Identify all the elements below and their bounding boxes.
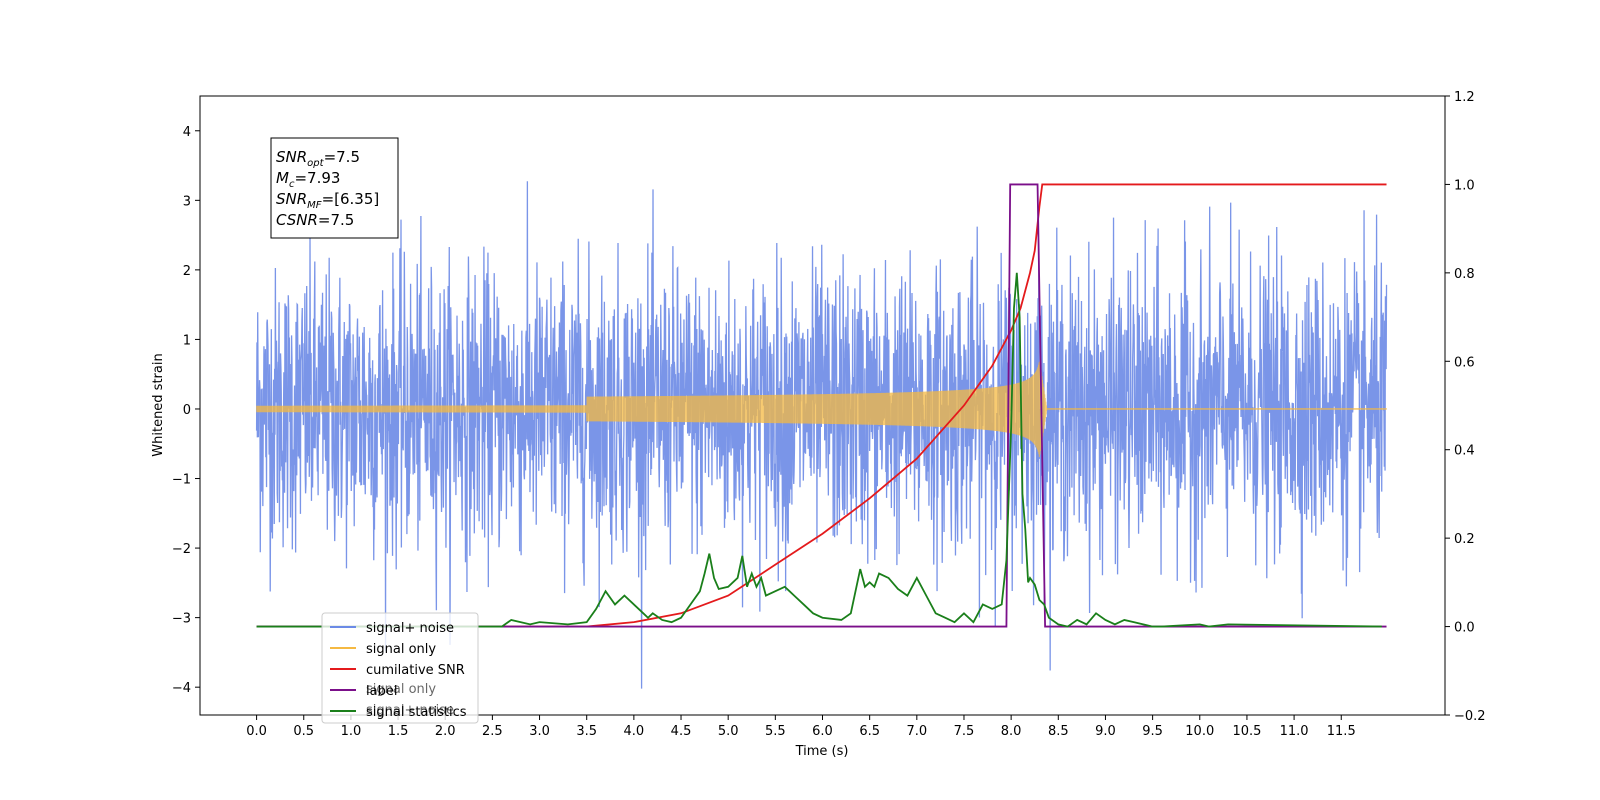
x-tick-label: 6.0 <box>812 724 833 739</box>
x-tick-label: 3.5 <box>576 724 597 739</box>
y-axis-left: 4 3 2 1 0 −1 −2 −3 −4 <box>172 125 200 696</box>
y2-tick-label: 0.2 <box>1454 532 1475 547</box>
x-tick-label: 1.5 <box>388 724 409 739</box>
x-tick-label: 0.0 <box>246 724 267 739</box>
x-tick-label: 5.5 <box>765 724 786 739</box>
x-tick-label: 10.5 <box>1232 724 1261 739</box>
x-tick-label: 7.5 <box>954 724 975 739</box>
legend-frame <box>321 612 479 724</box>
x-tick-label: 3.0 <box>529 724 550 739</box>
x-tick-label: 5.0 <box>718 724 739 739</box>
x-tick-label: 10.0 <box>1185 724 1214 739</box>
y-tick-label: 2 <box>183 264 191 279</box>
series-label <box>256 183 1387 628</box>
y2-tick-label: −0.2 <box>1454 709 1486 724</box>
y2-tick-label: 0.4 <box>1454 444 1475 459</box>
x-tick-label: 4.5 <box>671 724 692 739</box>
x-tick-label: 7.0 <box>906 724 927 739</box>
annotation-line: Mc=7.93 <box>276 169 340 190</box>
x-tick-label: 2.0 <box>435 724 456 739</box>
annotation-line: CSNR=7.5 <box>276 211 354 229</box>
y2-tick-label: 0.0 <box>1454 621 1475 636</box>
x-tick-label: 11.5 <box>1327 724 1356 739</box>
series-signal-only <box>256 361 1388 458</box>
x-tick-label: 9.0 <box>1095 724 1116 739</box>
legend-ghost-text: signal only <box>366 682 436 697</box>
y-tick-label: 3 <box>183 194 191 209</box>
annotation-line: SNRopt=7.5 <box>276 148 360 169</box>
y2-tick-label: 1.0 <box>1454 178 1475 193</box>
x-tick-label: 2.5 <box>482 724 503 739</box>
series-signal-noise <box>255 181 1388 689</box>
legend-entry-label: signal+ noise <box>366 621 454 636</box>
series-signal-statistics <box>256 272 1382 628</box>
x-tick-label: 1.0 <box>341 724 362 739</box>
y-tick-label: −4 <box>172 681 191 696</box>
y2-tick-label: 1.2 <box>1454 90 1475 105</box>
y-axis-right: 1.2 1.0 0.8 0.6 0.4 0.2 0.0 −0.2 <box>1445 90 1486 724</box>
legend-ghost-text: signal+ noise <box>366 703 454 718</box>
series-cumilative-snr <box>256 183 1387 628</box>
y-axis-label: Whitened strain <box>151 353 166 456</box>
legend-entry-label: label <box>366 684 397 699</box>
y2-tick-label: 0.8 <box>1454 267 1475 282</box>
legend-entry-label: signal only <box>366 642 436 657</box>
y-tick-label: 1 <box>183 333 191 348</box>
x-tick-label: 0.5 <box>293 724 314 739</box>
x-tick-label: 8.0 <box>1001 724 1022 739</box>
y-tick-label: 4 <box>183 125 191 140</box>
legend-entry-label: cumilative SNR <box>366 663 465 678</box>
annotation-frame <box>270 137 399 239</box>
y-tick-label: 0 <box>183 403 191 418</box>
y-tick-label: −1 <box>172 473 191 488</box>
x-tick-label: 9.5 <box>1142 724 1163 739</box>
y-tick-label: −3 <box>172 612 191 627</box>
annotation-line: SNRMF=[6.35] <box>276 190 379 211</box>
legend-entry-label: signal statistics <box>366 705 467 720</box>
x-tick-label: 11.0 <box>1280 724 1309 739</box>
x-tick-label: 8.5 <box>1048 724 1069 739</box>
x-axis-label: Time (s) <box>795 744 849 759</box>
x-tick-label: 4.0 <box>624 724 645 739</box>
x-tick-label: 6.5 <box>859 724 880 739</box>
plot-area <box>255 181 1388 689</box>
y-tick-label: −2 <box>172 542 191 557</box>
y2-tick-label: 0.6 <box>1454 355 1475 370</box>
x-axis: 0.0 0.5 1.0 1.5 2.0 2.5 3.0 3.5 4.0 4.5 5.0 5.5 6.0 6… <box>246 715 1356 739</box>
